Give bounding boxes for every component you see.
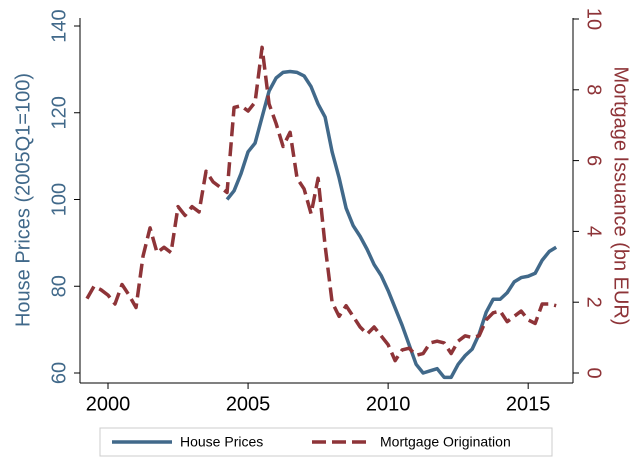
y-tick-label: 100 bbox=[48, 183, 70, 216]
y2-tick-label: 2 bbox=[583, 297, 605, 308]
legend-label: Mortgage Origination bbox=[380, 434, 511, 450]
y-tick-label: 140 bbox=[48, 9, 70, 42]
legend-label: House Prices bbox=[180, 434, 263, 450]
y2-tick-label: 4 bbox=[583, 226, 605, 237]
y2-tick-label: 8 bbox=[583, 84, 605, 95]
x-tick-label: 2000 bbox=[86, 393, 131, 415]
series-line bbox=[85, 45, 557, 363]
y-axis-title: House Prices (2005Q1=100) bbox=[12, 73, 34, 327]
y2-tick-label: 6 bbox=[583, 155, 605, 166]
y-tick-label: 120 bbox=[48, 96, 70, 129]
y2-axis-title: Mortgage Issuance (bn EUR) bbox=[610, 66, 632, 325]
y2-tick-label: 0 bbox=[583, 367, 605, 378]
x-tick-label: 2010 bbox=[366, 393, 411, 415]
x-tick-label: 2015 bbox=[506, 393, 551, 415]
y-tick-label: 80 bbox=[48, 275, 70, 297]
y2-tick-label: 10 bbox=[583, 8, 605, 30]
x-tick-label: 2005 bbox=[226, 393, 271, 415]
series-line bbox=[225, 69, 558, 380]
y-tick-label: 60 bbox=[48, 362, 70, 384]
